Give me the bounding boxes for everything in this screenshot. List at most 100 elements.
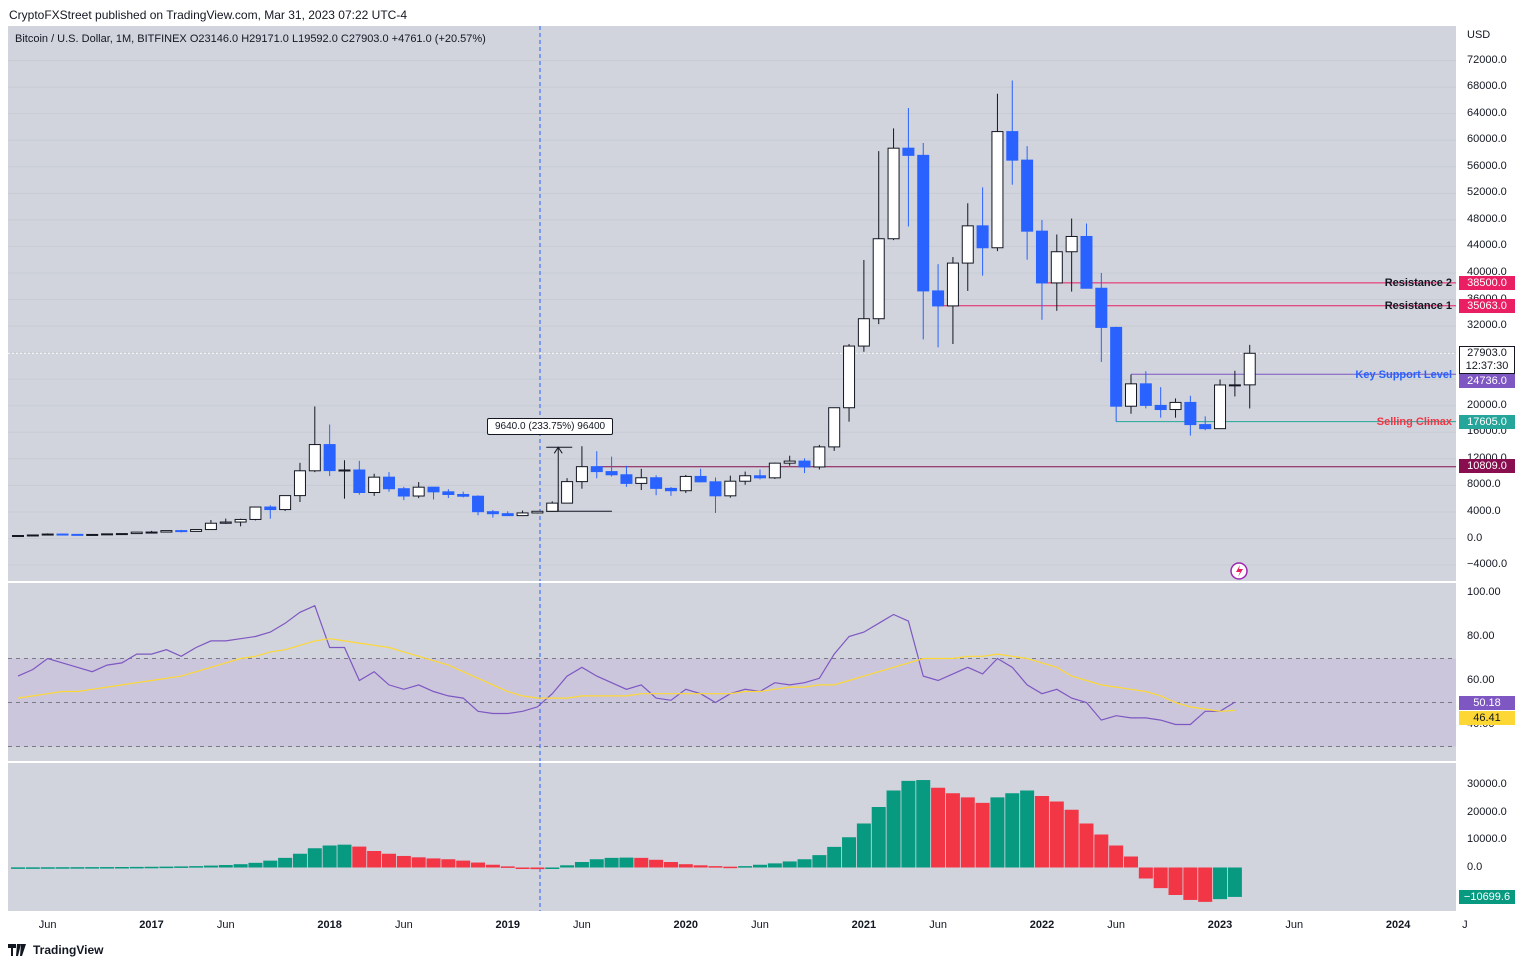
candle-body	[902, 147, 915, 156]
macd-tick-label: 10000.0	[1467, 833, 1507, 845]
rsi-ma-line	[17, 638, 1235, 712]
candle-body	[724, 480, 737, 497]
macd-histogram-bar	[1124, 856, 1138, 868]
macd-histogram-bar	[1198, 867, 1213, 902]
price-tick-label: −4000.0	[1467, 558, 1508, 571]
price-tick-label: 32000.0	[1467, 319, 1507, 332]
candle-body	[1065, 235, 1078, 253]
candle-body	[1214, 384, 1227, 430]
candle-body	[828, 407, 841, 448]
macd-histogram-bar	[218, 865, 233, 868]
candle-body	[679, 475, 692, 492]
candle-body	[1035, 230, 1048, 284]
publisher-header: CryptoFXStreet published on TradingView.…	[9, 8, 407, 22]
macd-histogram-bar	[11, 867, 25, 869]
price-tick-label: 40000.0	[1467, 265, 1507, 278]
macd-histogram-bar	[352, 846, 367, 868]
candle-body	[932, 290, 945, 307]
macd-histogram-bar	[85, 867, 100, 869]
symbol-legend: Bitcoin / U.S. Dollar, 1M, BITFINEX O231…	[15, 33, 486, 45]
macd-histogram-bar	[604, 857, 619, 868]
price-tick-label: 52000.0	[1467, 186, 1507, 199]
macd-tick-label: 0.0	[1467, 860, 1483, 873]
price-chart-canvas[interactable]	[8, 26, 1464, 581]
macd-pane[interactable]	[8, 763, 1456, 911]
candle-body	[145, 531, 158, 534]
candle-body	[219, 521, 232, 524]
macd-histogram-bar	[960, 797, 975, 868]
candle-body	[56, 533, 69, 536]
macd-histogram-bar	[738, 866, 753, 868]
macd-histogram-bar	[100, 867, 115, 869]
candle-body	[872, 238, 885, 320]
candle-body	[293, 470, 306, 497]
candle-body	[783, 460, 796, 464]
candle-body	[234, 518, 247, 523]
candle-body	[457, 493, 470, 497]
measure-bracket	[546, 446, 612, 512]
candle-body	[635, 477, 648, 484]
macd-histogram-bar	[856, 823, 871, 868]
candle-body	[472, 495, 485, 513]
resistance1-price-tag: 35063.0	[1459, 299, 1515, 313]
candle-body	[264, 506, 277, 511]
candle-body	[768, 462, 781, 479]
candle-body	[338, 469, 351, 472]
macd-histogram-bar	[426, 858, 441, 868]
macd-histogram-bar	[1153, 867, 1168, 889]
macd-histogram-bar	[114, 867, 129, 869]
price-tick-label: 68000.0	[1467, 80, 1507, 93]
macd-histogram-bar	[619, 857, 634, 868]
candle-body	[308, 444, 321, 472]
macd-histogram-bar	[500, 866, 515, 868]
time-tick-label: Jun	[394, 919, 413, 931]
candle-body	[101, 533, 114, 536]
price-pane[interactable]: Bitcoin / U.S. Dollar, 1M, BITFINEX O231…	[8, 26, 1464, 581]
macd-histogram-bar	[322, 845, 337, 868]
time-axis[interactable]: Jun 2017 Jun 2018 Jun 2019 Jun 2020 Jun 2021 Jun 20…	[8, 911, 1468, 937]
macd-histogram-bar	[55, 867, 70, 869]
macd-histogram-bar	[159, 866, 174, 869]
macd-histogram-bar	[1213, 867, 1228, 900]
rsi-tick-label: 60.00	[1467, 673, 1495, 686]
rsi-chart-canvas[interactable]	[8, 583, 1456, 761]
candle-body	[1199, 424, 1212, 430]
rsi-pane[interactable]	[8, 583, 1456, 761]
macd-histogram-bar	[1094, 834, 1109, 868]
macd-histogram-bar	[708, 866, 723, 868]
macd-histogram-bar	[871, 807, 886, 868]
macd-histogram-bar	[1064, 809, 1079, 868]
candle-body	[1184, 401, 1197, 426]
macd-histogram-bar	[990, 797, 1005, 868]
macd-histogram-bar	[723, 866, 738, 869]
time-tick-label: J	[1462, 919, 1468, 931]
candle-body	[664, 487, 677, 492]
candle-body	[397, 488, 410, 497]
macd-histogram-bar	[1138, 867, 1153, 879]
candle-body	[1243, 352, 1256, 386]
candle-body	[368, 476, 381, 493]
macd-histogram-bar	[367, 851, 382, 868]
price-tick-label: 56000.0	[1467, 159, 1507, 172]
candle-body	[1050, 251, 1063, 284]
macd-histogram-bar	[382, 853, 396, 868]
key-support-price-tag: 24736.0	[1459, 374, 1515, 388]
macd-histogram-bar	[767, 863, 782, 868]
last-price-tag: 27903.0 12:37:30	[1459, 346, 1515, 374]
macd-histogram-bar	[753, 864, 767, 868]
candle-body	[709, 481, 722, 497]
candle-body	[130, 531, 143, 535]
macd-histogram-bar	[693, 865, 708, 868]
candle-body	[249, 506, 262, 520]
time-tick-label: 2023	[1207, 919, 1233, 931]
resistance2-price-tag: 38500.0	[1459, 276, 1515, 290]
candle-body	[887, 147, 900, 240]
candle-body	[961, 225, 974, 264]
macd-histogram-bar	[203, 865, 218, 868]
lightning-event-icon	[1230, 562, 1248, 580]
macd-histogram-bar	[649, 859, 664, 868]
candle-body	[71, 533, 84, 536]
macd-chart-canvas[interactable]	[8, 763, 1456, 911]
last-price-value: 27903.0	[1467, 347, 1507, 359]
macd-histogram-bar	[589, 859, 604, 868]
